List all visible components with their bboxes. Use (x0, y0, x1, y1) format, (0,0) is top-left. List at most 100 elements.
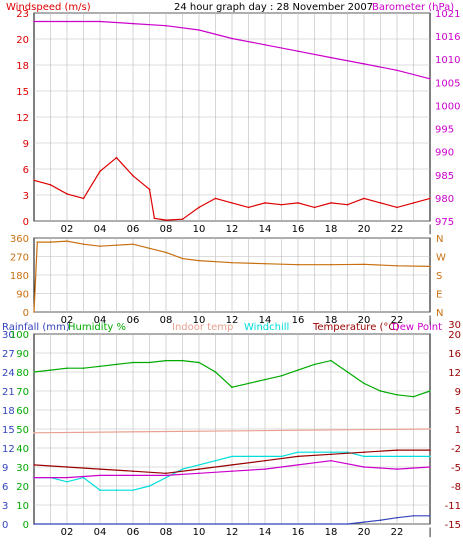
wind-direction-point (264, 262, 266, 265)
x-tick-label: 08 (160, 224, 173, 235)
direction-tick-label: 270 (10, 253, 29, 264)
dew-point-point (132, 474, 134, 477)
windspeed-tick-label: 20 (16, 35, 29, 46)
humidity-point (412, 395, 415, 398)
temperature-c-point (132, 470, 134, 473)
x-tick-label: 12 (226, 315, 239, 326)
rainfall-tick-label: 6 (2, 482, 8, 493)
dew-point-point (264, 468, 266, 470)
wind-direction-point (33, 311, 35, 313)
rainfall-mm-point (363, 521, 365, 523)
x-tick-label: 18 (325, 224, 338, 235)
x-tick-label: 06 (127, 224, 140, 235)
windchill-point (181, 468, 184, 470)
windspeed-m-s-point (363, 197, 365, 200)
windchill-point (280, 455, 283, 458)
x-tick-label: 22 (391, 527, 404, 538)
windchill-point (396, 455, 398, 458)
barometer-hpa-point (429, 78, 431, 80)
dew-point-point (66, 476, 68, 479)
rainfall-mm-point (412, 515, 415, 517)
humidity-point (148, 361, 151, 364)
barometer-tick-label: 1005 (435, 78, 460, 89)
rainfall-mm-point (346, 523, 349, 525)
barometer-axis-title: Barometer (hPa) (372, 2, 454, 13)
wind-direction-point (49, 241, 52, 243)
humidity-tick-label: 0 (23, 520, 29, 531)
x-tick-label: 20 (358, 315, 371, 326)
temperature-tick-label: 12 (448, 368, 461, 379)
x-tick-label: 14 (259, 315, 272, 326)
x-tick-label: 04 (94, 527, 107, 538)
humidity-point (297, 369, 299, 371)
rainfall-tick-label: 15 (2, 425, 15, 436)
barometer-tick-label: 1000 (435, 101, 460, 112)
windchill-point (115, 489, 118, 492)
humidity-point (346, 371, 349, 373)
humidity-point (363, 382, 365, 385)
windspeed-m-s-line (33, 156, 431, 221)
wind-direction-point (148, 247, 151, 250)
direction-tick-label: 90 (16, 290, 29, 301)
x-tick-label: | (428, 315, 431, 326)
windspeed-m-s-point (132, 175, 134, 177)
humidity-tick-label: 30 (16, 463, 29, 474)
barometer-hpa-point (363, 63, 365, 65)
windspeed-m-s-point (82, 197, 85, 200)
humidity-point (330, 359, 332, 362)
compass-tick-label: E (436, 290, 442, 301)
windspeed-tick-label: 9 (23, 139, 29, 150)
windspeed-m-s-point (49, 184, 52, 186)
humidity-point (132, 361, 134, 364)
x-tick-label: 20 (358, 224, 371, 235)
wind-direction-point (429, 265, 431, 268)
windchill-point (247, 455, 250, 458)
windspeed-m-s-point (429, 197, 431, 200)
humidity-point (82, 367, 85, 370)
x-tick-label: 18 (325, 315, 338, 326)
wind-direction-point (115, 244, 118, 246)
rainfall-tick-label: 18 (2, 406, 15, 417)
temperature-c-point (33, 464, 35, 466)
windchill-point (429, 455, 431, 458)
windspeed-m-s-point (396, 206, 398, 209)
rainfall-tick-label: 24 (2, 368, 15, 379)
humidity-point (198, 361, 200, 364)
x-tick-label: 06 (127, 527, 140, 538)
temperature-c-point (297, 455, 299, 458)
x-tick-label: 02 (61, 315, 74, 326)
windspeed-m-s-point (165, 219, 167, 221)
barometer-tick-label: 1010 (435, 55, 460, 66)
direction-tick-label: 180 (10, 271, 29, 282)
compass-tick-label: N (436, 308, 443, 319)
x-tick-label: 02 (61, 527, 74, 538)
barometer-tick-label: 990 (435, 148, 454, 159)
x-tick-label: 10 (193, 315, 206, 326)
temperature-tick-label: 1 (455, 425, 461, 436)
graph-title: 24 hour graph day : 28 November 2007 (174, 2, 373, 13)
windspeed-m-s-point (181, 218, 184, 220)
barometer-tick-label: 975 (435, 217, 454, 228)
temperature-axis-title: Temperature (°C) (312, 322, 399, 333)
windspeed-m-s-point (66, 193, 68, 195)
indoor-temp-label: Indoor temp (172, 322, 233, 333)
wind-direction-point (66, 240, 68, 242)
windspeed-m-s-point (280, 203, 283, 206)
rainfall-tick-label: 21 (2, 387, 15, 398)
windspeed-tick-label: 3 (23, 191, 29, 202)
rainfall-axis-title: Rainfall (mm) (2, 322, 70, 333)
wind-direction-point (330, 263, 332, 266)
humidity-point (49, 369, 52, 371)
humidity-point (165, 359, 167, 362)
rainfall-tick-label: 3 (2, 501, 8, 512)
x-tick-label: 16 (292, 224, 305, 235)
compass-tick-label: N (436, 234, 443, 245)
humidity-point (396, 394, 398, 396)
compass-tick-label: W (436, 253, 446, 264)
wind-direction-point (198, 259, 200, 262)
humidity-point (429, 390, 431, 392)
x-tick-label: 04 (94, 224, 107, 235)
windspeed-tick-label: 6 (23, 165, 29, 176)
windspeed-m-s-point (297, 202, 299, 204)
humidity-axis-title: Humidity % (68, 322, 126, 333)
